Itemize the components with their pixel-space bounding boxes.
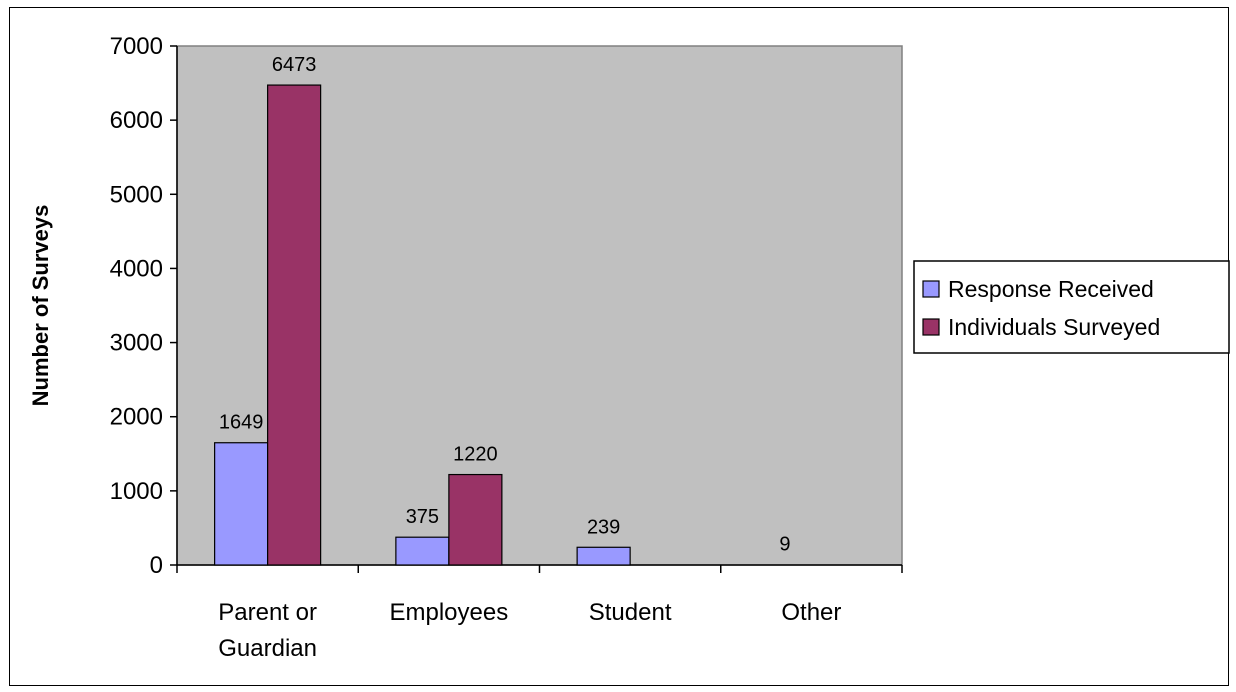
y-tick-label: 7000 — [110, 33, 163, 60]
data-label: 9 — [779, 533, 790, 555]
bar-response-received — [576, 546, 631, 566]
bar-individuals-surveyed — [267, 84, 322, 566]
y-tick-label: 1000 — [110, 478, 163, 505]
bar-response-received — [395, 536, 450, 566]
x-category-label: Parent or Guardian — [218, 599, 317, 662]
legend-box — [913, 260, 1230, 354]
data-label: 1649 — [219, 412, 264, 434]
data-label: 375 — [406, 506, 439, 528]
plot-area: 0 1000 2000 3000 4000 5000 6000 7000 1649 6473 Par… — [110, 33, 903, 662]
bar-response-received — [214, 442, 269, 566]
legend-swatch — [922, 280, 940, 298]
legend: Response Received Individuals Surveyed — [913, 260, 1230, 354]
data-label: 239 — [587, 516, 620, 538]
y-tick-label: 6000 — [110, 107, 163, 134]
x-category-label: Employees — [390, 599, 509, 626]
legend-label: Response Received — [948, 276, 1154, 302]
data-label: 1220 — [453, 444, 498, 466]
data-label: 6473 — [272, 54, 317, 76]
y-tick-label: 5000 — [110, 181, 163, 208]
x-category-label: Other — [781, 599, 841, 626]
x-category-label: Student — [589, 599, 672, 626]
legend-label: Individuals Surveyed — [948, 314, 1160, 340]
bar-individuals-surveyed — [448, 473, 503, 566]
y-tick-label: 0 — [150, 552, 163, 579]
legend-swatch — [922, 318, 940, 336]
y-tick-label: 4000 — [110, 255, 163, 282]
y-axis-title: Number of Surveys — [28, 205, 53, 407]
y-tick-label: 2000 — [110, 404, 163, 431]
y-tick-label: 3000 — [110, 330, 163, 357]
